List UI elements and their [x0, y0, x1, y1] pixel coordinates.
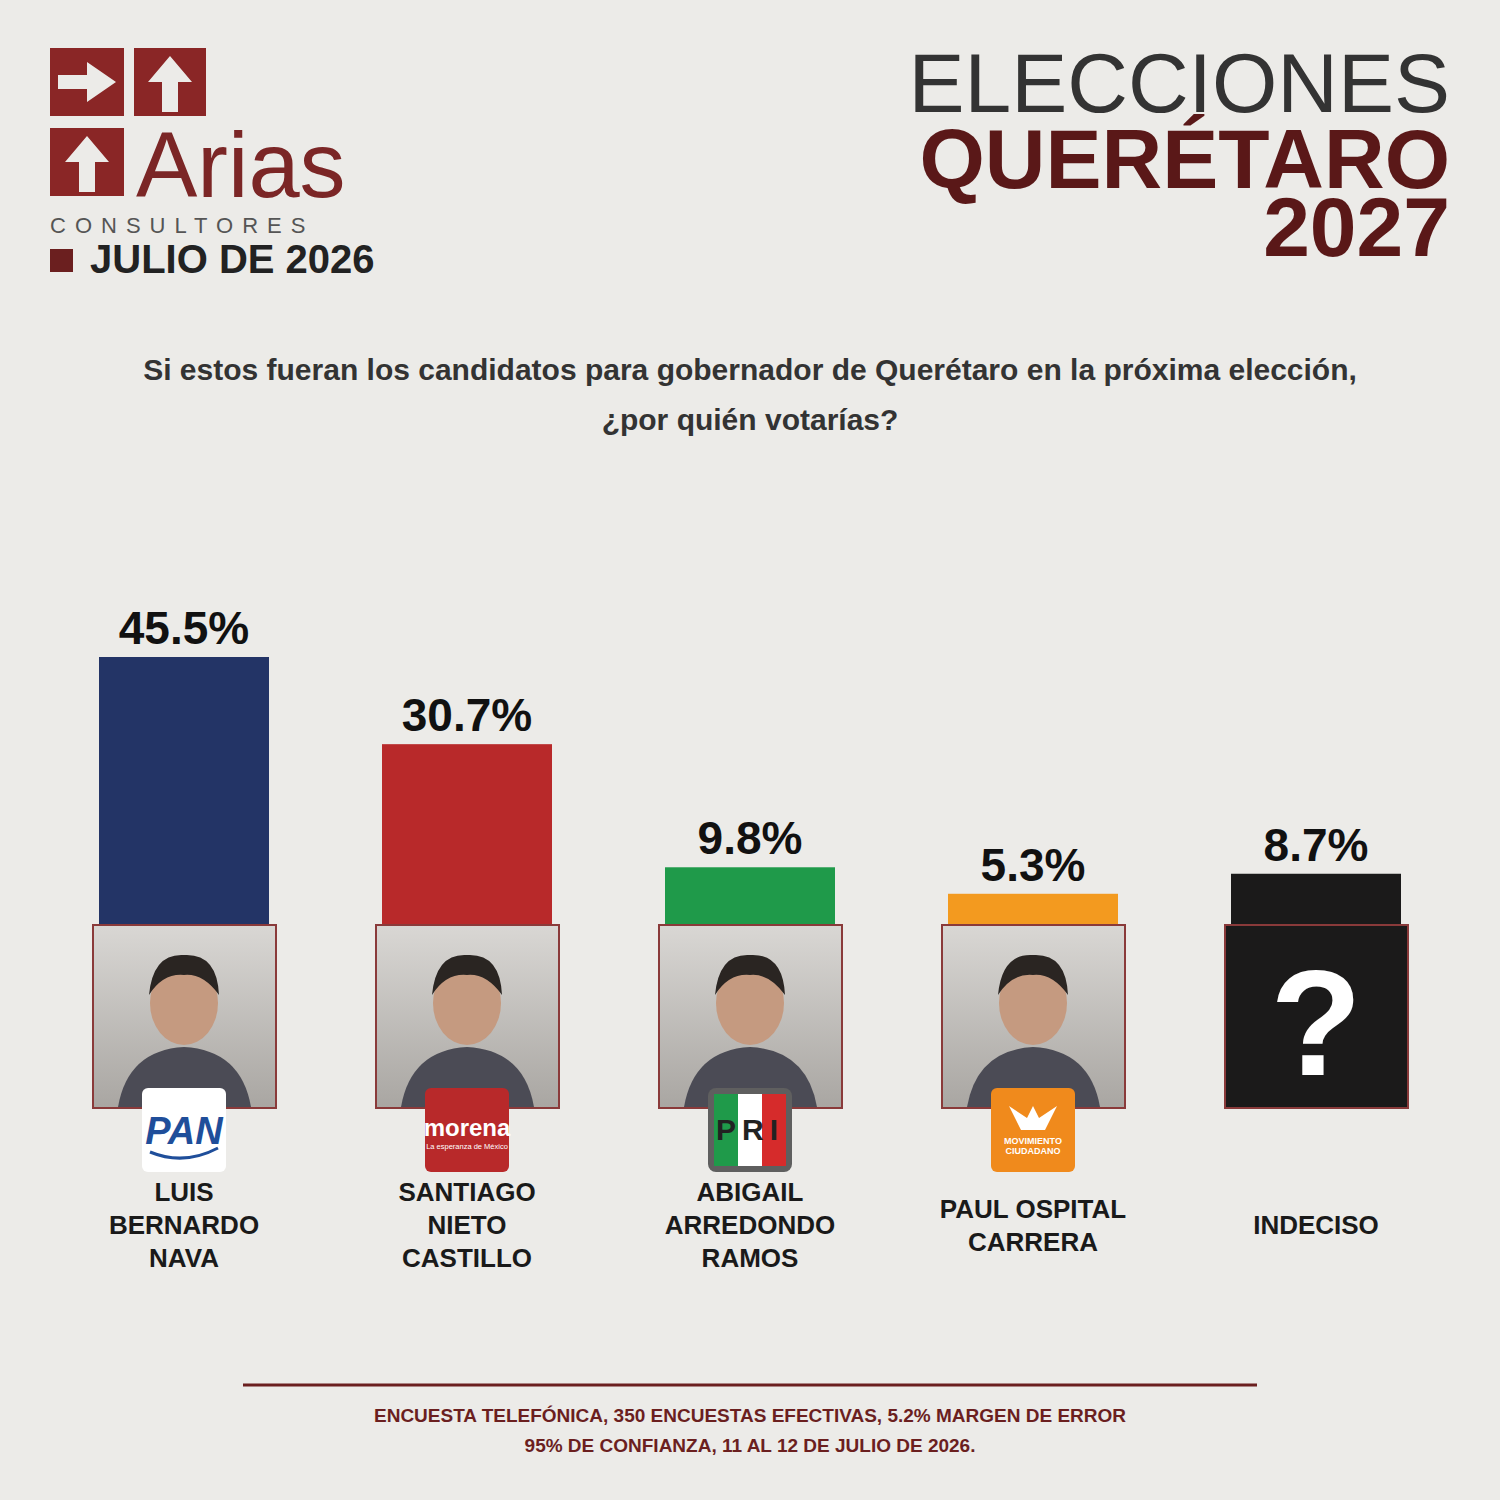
data-label: 30.7% — [402, 689, 532, 741]
category-label: SANTIAGONIETOCASTILLO — [398, 1177, 535, 1273]
text-line: RAMOS — [702, 1243, 799, 1273]
photo-silhouette — [432, 955, 502, 995]
bar — [382, 744, 552, 925]
text-line: PAUL OSPITAL — [940, 1194, 1126, 1224]
data-label: 5.3% — [981, 839, 1086, 891]
brand-icon-square — [50, 48, 124, 116]
date-square — [50, 249, 73, 272]
brand-icon — [134, 48, 206, 116]
logo-swoosh — [150, 1148, 218, 1158]
candidate-photo: ? — [1225, 925, 1408, 1108]
footer-note: 95% DE CONFIANZA, 11 AL 12 DE JULIO DE 2… — [525, 1435, 976, 1456]
party-logo: PRI — [708, 1088, 792, 1172]
bar — [665, 867, 835, 925]
photo-frame — [942, 925, 1125, 1108]
logo-text: MOVIMIENTOCIUDADANO — [1004, 1136, 1062, 1156]
footer-note: ENCUESTA TELEFÓNICA, 350 ENCUESTAS EFECT… — [374, 1405, 1126, 1426]
brand-icon-arrow — [148, 56, 192, 112]
logo-bg — [708, 1088, 792, 1172]
text-line: ¿por quién votarías? — [602, 403, 899, 436]
page: {"header": {"brand": "Arias", "brand_sub… — [0, 0, 1500, 1500]
undecided-icon: ? — [1270, 939, 1362, 1107]
bar — [948, 894, 1118, 925]
photo-frame — [1225, 925, 1408, 1108]
party-logo: MOVIMIENTOCIUDADANO — [991, 1088, 1075, 1172]
text-line: NAVA — [149, 1243, 219, 1273]
title-line: 2027 — [1263, 180, 1450, 274]
text-line: MOVIMIENTO — [1004, 1136, 1062, 1146]
brand-icon-square — [50, 128, 124, 196]
category-label: ABIGAILARREDONDORAMOS — [665, 1177, 835, 1273]
text-line: BERNARDO — [109, 1210, 259, 1240]
category-label: LUISBERNARDONAVA — [109, 1177, 259, 1273]
text-line: Si estos fueran los candidatos para gobe… — [143, 353, 1357, 386]
footer-rule — [243, 1384, 1257, 1387]
party-logo: PAN — [142, 1088, 226, 1172]
logo-text: morena — [424, 1114, 511, 1141]
candidate-photo — [942, 925, 1125, 1108]
data-label: 9.8% — [698, 812, 803, 864]
text-line: NIETO — [428, 1210, 507, 1240]
logo-tagline: La esperanza de México — [426, 1142, 508, 1151]
brand-subtitle: CONSULTORES — [50, 213, 314, 238]
text-line: CASTILLO — [402, 1243, 532, 1273]
logo-text: PRI — [716, 1113, 784, 1146]
data-label: 45.5% — [119, 602, 249, 654]
data-label: 8.7% — [1264, 819, 1369, 871]
text-line: ABIGAIL — [697, 1177, 804, 1207]
photo-frame — [659, 925, 842, 1108]
survey-date: JULIO DE 2026 — [90, 237, 375, 281]
party-logo: morenaLa esperanza de México — [424, 1088, 511, 1172]
chart-title: Si estos fueran los candidatos para gobe… — [143, 353, 1357, 436]
logo-eagle — [1009, 1106, 1057, 1130]
photo-silhouette — [149, 955, 219, 995]
brand-icon-arrow — [58, 62, 116, 102]
photo-silhouette — [998, 955, 1068, 995]
brand-icon-square — [134, 48, 206, 116]
bars — [99, 657, 1401, 925]
photo-frame — [376, 925, 559, 1108]
text-line: CARRERA — [968, 1227, 1098, 1257]
candidate-photo — [93, 925, 276, 1108]
text-line: ARREDONDO — [665, 1210, 835, 1240]
bar — [1231, 874, 1401, 925]
photo-frame — [93, 925, 276, 1108]
candidate-photo — [376, 925, 559, 1108]
logo-bg — [142, 1088, 226, 1172]
candidate-photo — [659, 925, 842, 1108]
text-line: INDECISO — [1253, 1210, 1379, 1240]
text-line: CIUDADANO — [1006, 1146, 1061, 1156]
background — [0, 0, 1500, 1500]
brand-icon — [50, 48, 124, 116]
brand-icon-arrow — [65, 136, 109, 192]
chart-root: AriasCONSULTORESJULIO DE 2026ELECCIONESQ… — [0, 0, 1500, 1500]
category-label: PAUL OSPITALCARRERA — [940, 1194, 1126, 1257]
photo-silhouette — [715, 955, 785, 995]
text-line: LUIS — [154, 1177, 213, 1207]
logo-bg — [991, 1088, 1075, 1172]
logo-text: PAN — [145, 1110, 224, 1152]
text-line: SANTIAGO — [398, 1177, 535, 1207]
category-label: INDECISO — [1253, 1210, 1379, 1240]
brand-name: Arias — [136, 114, 346, 216]
brand-icon — [50, 128, 124, 196]
bar — [99, 657, 269, 925]
